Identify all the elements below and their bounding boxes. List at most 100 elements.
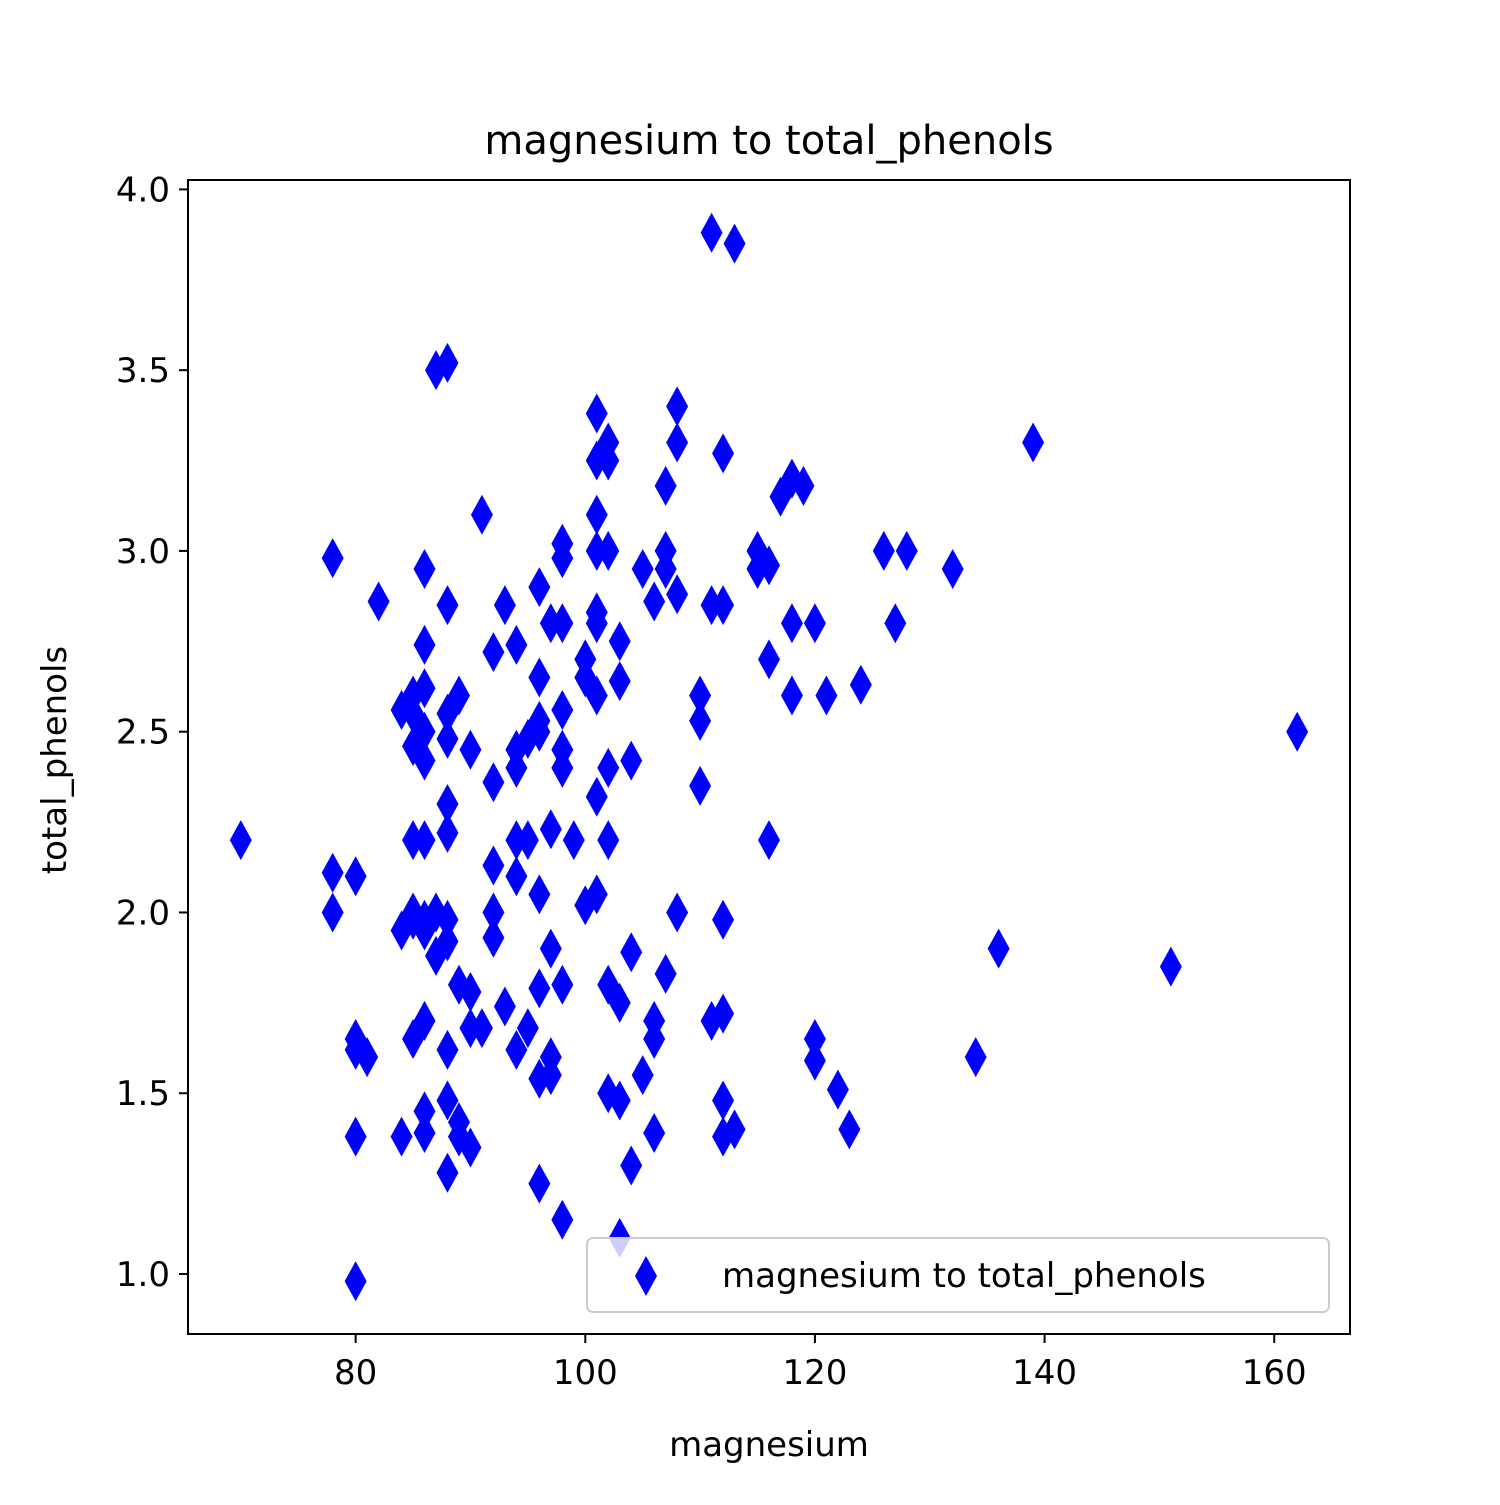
data-point [838, 1109, 861, 1150]
data-point [712, 585, 735, 626]
data-point [413, 1000, 436, 1041]
data-point [826, 1069, 849, 1110]
data-point [321, 892, 344, 933]
data-point [528, 711, 551, 752]
data-point [941, 549, 964, 590]
data-point [964, 1037, 987, 1078]
data-point [1022, 422, 1045, 463]
legend-marker [635, 1256, 657, 1296]
data-point [516, 1008, 539, 1049]
data-point [758, 820, 780, 861]
y-tick-label: 1.5 [116, 1074, 170, 1114]
data-point [344, 1116, 367, 1157]
x-axis-label: magnesium [669, 1425, 869, 1465]
y-tick-label: 4.0 [116, 170, 170, 210]
data-point [459, 729, 482, 770]
data-point [539, 809, 562, 850]
data-point [470, 494, 493, 535]
data-point [505, 624, 528, 665]
data-point [539, 928, 562, 969]
x-tick-label: 120 [782, 1353, 847, 1393]
data-point [803, 1018, 826, 1059]
data-point [229, 820, 252, 861]
data-point [390, 1116, 413, 1157]
data-point [643, 1112, 666, 1153]
data-point [413, 1091, 436, 1132]
data-point [459, 1127, 482, 1168]
data-point [413, 624, 436, 665]
data-point [413, 668, 436, 709]
data-point [436, 921, 459, 962]
x-tick-label: 100 [553, 1353, 618, 1393]
data-point [723, 1109, 746, 1150]
data-point [516, 820, 539, 861]
data-point [1159, 946, 1182, 987]
data-point [528, 657, 551, 698]
legend: magnesium to total_phenols [586, 1237, 1330, 1313]
y-tick-label: 3.0 [116, 532, 170, 572]
data-point [447, 675, 470, 716]
data-point [413, 820, 436, 861]
data-point [551, 690, 574, 731]
data-point [413, 1112, 436, 1153]
data-point [872, 530, 895, 571]
data-point [505, 747, 528, 788]
data-point [1286, 711, 1309, 752]
data-point [528, 567, 551, 608]
data-point [539, 603, 562, 644]
data-point [356, 1037, 379, 1078]
data-point [597, 530, 620, 571]
data-point [482, 892, 505, 933]
data-point [608, 982, 631, 1023]
x-tick-label: 160 [1242, 1353, 1307, 1393]
data-point [608, 621, 631, 662]
data-point [436, 812, 459, 853]
data-point [551, 1199, 574, 1240]
data-point [493, 585, 516, 626]
data-point [505, 820, 528, 861]
data-point [597, 820, 620, 861]
data-point [551, 603, 574, 644]
data-point [780, 603, 803, 644]
data-point [689, 765, 712, 806]
data-point [643, 581, 666, 622]
x-tick-label: 140 [1012, 1353, 1077, 1393]
data-point [493, 986, 516, 1027]
data-point [459, 1008, 482, 1049]
data-point [528, 968, 551, 1009]
data-point [803, 603, 826, 644]
data-point [666, 574, 689, 615]
x-tick-label: 80 [334, 1353, 377, 1393]
data-point [413, 711, 436, 752]
data-point [792, 465, 815, 506]
data-point [666, 386, 689, 427]
data-point [884, 603, 907, 644]
points-layer [229, 212, 1309, 1302]
data-point [344, 856, 367, 897]
data-point [689, 700, 712, 741]
data-point [413, 740, 436, 781]
data-point [436, 1080, 459, 1121]
data-point [413, 549, 436, 590]
data-point [321, 852, 344, 893]
data-point [402, 820, 425, 861]
y-axis: 1.0 1.5 2.0 2.5 3.0 3.5 4.0 [116, 170, 188, 1295]
data-point [608, 1080, 631, 1121]
data-point [528, 874, 551, 915]
data-point [712, 433, 735, 474]
x-axis: 80 100 120 140 160 [334, 1334, 1307, 1393]
data-point [631, 549, 654, 590]
data-point [436, 899, 459, 940]
y-tick-label: 1.0 [116, 1255, 170, 1295]
data-point [758, 545, 780, 586]
data-point [585, 494, 608, 535]
y-tick-label: 3.5 [116, 351, 170, 391]
data-point [367, 581, 390, 622]
data-point [758, 639, 780, 680]
data-point [597, 747, 620, 788]
chart-title: magnesium to total_phenols [484, 118, 1053, 164]
data-point [700, 585, 723, 626]
plot-frame [187, 179, 1351, 1335]
